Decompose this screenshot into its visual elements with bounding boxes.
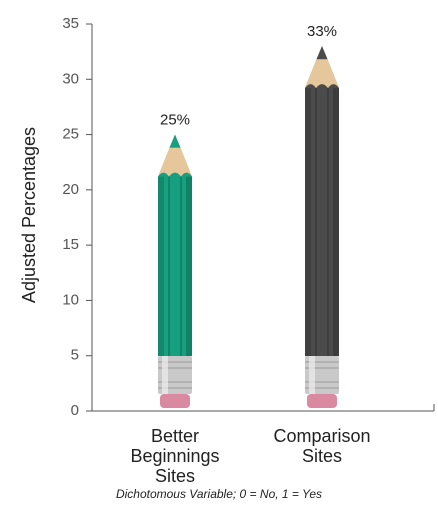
x-tick-label: Better Beginnings Sites xyxy=(130,426,220,486)
bar xyxy=(305,46,339,356)
y-tick-label: 5 xyxy=(71,347,79,364)
pencil-facet xyxy=(305,88,311,356)
pencil-eraser xyxy=(160,394,190,408)
caption: Dichotomous Variable; 0 = No, 1 = Yes xyxy=(115,487,323,501)
value-label: 25% xyxy=(160,112,190,129)
pencil-ferrule-shine xyxy=(162,356,168,394)
pencil-graphite xyxy=(316,46,328,60)
y-tick-label: 25 xyxy=(62,126,79,143)
pencil-ferrule-shine xyxy=(309,356,315,394)
bar xyxy=(158,134,192,356)
pencil-facet xyxy=(333,88,339,356)
y-tick-label: 30 xyxy=(62,70,79,87)
y-axis-label: Adjusted Percentages xyxy=(19,127,39,303)
pencil-wood xyxy=(158,147,192,177)
x-tick-label: Comparison Sites xyxy=(273,426,371,466)
y-tick-label: 15 xyxy=(62,236,79,253)
pencil-eraser xyxy=(307,394,337,408)
value-label: 33% xyxy=(307,23,337,40)
y-tick-label: 0 xyxy=(71,402,79,419)
y-tick-label: 35 xyxy=(62,15,79,32)
y-tick-label: 10 xyxy=(62,291,79,308)
pencil-wood xyxy=(305,59,339,89)
y-tick-label: 20 xyxy=(62,181,79,198)
pencil-graphite xyxy=(169,134,181,148)
pencil-facet xyxy=(186,176,192,356)
pencil-facet xyxy=(158,176,164,356)
